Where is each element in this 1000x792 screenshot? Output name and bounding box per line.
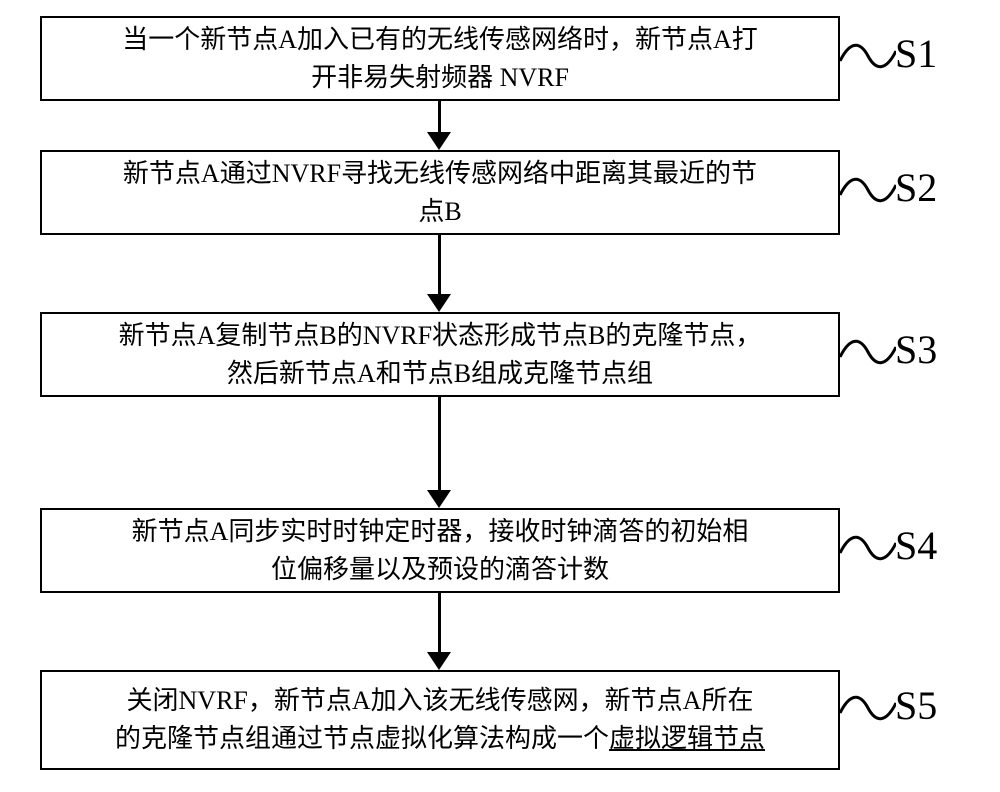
step-s3-line2: 然后新节点A和节点B组成克隆节点组 [227,359,653,388]
step-s5-line2b-underline: 虚拟逻辑节点 [609,724,765,753]
arrow-line-3 [438,397,441,490]
step-box-s4: 新节点A同步实时时钟定时器，接收时钟滴答的初始相 位偏移量以及预设的滴答计数 [40,508,840,593]
step-s2-line2: 点B [418,197,461,226]
step-box-s3: 新节点A复制节点B的NVRF状态形成节点B的克隆节点， 然后新节点A和节点B组成… [40,312,840,397]
flowchart-canvas: 当一个新节点A加入已有的无线传感网络时，新节点A打 开非易失射频器 NVRF 新… [0,0,1000,792]
arrow-head-4 [427,652,451,670]
squiggle-s1 [840,36,896,76]
step-s5-line1: 关闭NVRF，新节点A加入该无线传感网，新节点A所在 [127,686,754,715]
step-s4-line1: 新节点A同步实时时钟定时器，接收时钟滴答的初始相 [132,517,749,546]
step-box-s5: 关闭NVRF，新节点A加入该无线传感网，新节点A所在 的克隆节点组通过节点虚拟化… [40,670,840,770]
step-s1-line2: 开非易失射频器 NVRF [311,63,569,92]
squiggle-s5 [840,688,896,728]
step-label-s4: S4 [895,522,937,569]
step-text-s5: 关闭NVRF，新节点A加入该无线传感网，新节点A所在 的克隆节点组通过节点虚拟化… [115,682,765,757]
step-label-s3: S3 [895,326,937,373]
step-box-s1: 当一个新节点A加入已有的无线传感网络时，新节点A打 开非易失射频器 NVRF [40,16,840,101]
step-text-s1: 当一个新节点A加入已有的无线传感网络时，新节点A打 开非易失射频器 NVRF [122,21,758,96]
arrow-head-2 [427,294,451,312]
step-label-s1: S1 [895,30,937,77]
arrow-line-1 [438,101,441,132]
step-label-s2: S2 [895,164,937,211]
arrow-line-2 [438,235,441,294]
step-s5-line2a: 的克隆节点组通过节点虚拟化算法构成一个 [115,724,609,753]
arrow-head-1 [427,132,451,150]
step-text-s4: 新节点A同步实时时钟定时器，接收时钟滴答的初始相 位偏移量以及预设的滴答计数 [132,513,749,588]
squiggle-s3 [840,332,896,372]
step-s1-line1: 当一个新节点A加入已有的无线传感网络时，新节点A打 [122,25,758,54]
arrow-line-4 [438,593,441,652]
step-s4-line2: 位偏移量以及预设的滴答计数 [271,555,609,584]
step-text-s2: 新节点A通过NVRF寻找无线传感网络中距离其最近的节 点B [123,155,757,230]
step-s3-line1: 新节点A复制节点B的NVRF状态形成节点B的克隆节点， [119,321,762,350]
arrow-head-3 [427,490,451,508]
squiggle-s4 [840,528,896,568]
step-box-s2: 新节点A通过NVRF寻找无线传感网络中距离其最近的节 点B [40,150,840,235]
squiggle-s2 [840,170,896,210]
step-text-s3: 新节点A复制节点B的NVRF状态形成节点B的克隆节点， 然后新节点A和节点B组成… [119,317,762,392]
step-s2-line1: 新节点A通过NVRF寻找无线传感网络中距离其最近的节 [123,159,757,188]
step-label-s5: S5 [895,682,937,729]
